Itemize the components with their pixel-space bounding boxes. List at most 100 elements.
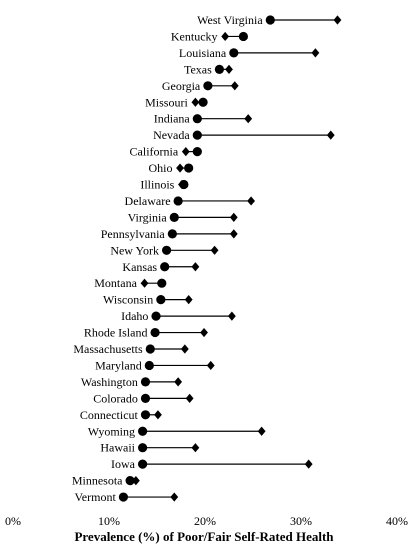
diamond-marker-nevada xyxy=(326,130,335,140)
state-label-maryland: Maryland xyxy=(95,358,142,372)
diamond-marker-kentucky xyxy=(221,31,230,42)
diamond-marker-montana xyxy=(140,278,149,288)
state-label-delaware: Delaware xyxy=(125,194,171,208)
x-tick-label-20: 20% xyxy=(194,514,216,528)
diamond-marker-wisconsin xyxy=(184,295,193,305)
circle-marker-connecticut xyxy=(140,410,151,420)
state-label-ohio: Ohio xyxy=(148,161,172,175)
diamond-marker-indiana xyxy=(244,114,253,124)
state-label-rhode-island: Rhode Island xyxy=(84,326,148,340)
circle-marker-virginia xyxy=(169,212,179,222)
circle-marker-minnesota xyxy=(125,476,135,486)
diamond-marker-washington xyxy=(174,377,183,387)
circle-marker-missouri xyxy=(198,97,208,107)
x-axis-title: Prevalence (%) of Poor/Fair Self-Rated H… xyxy=(74,529,334,544)
state-label-indiana: Indiana xyxy=(154,112,191,126)
circle-marker-colorado xyxy=(140,393,151,403)
state-label-hawaii: Hawaii xyxy=(100,441,135,455)
circle-marker-pennsylvania xyxy=(167,229,177,239)
diamond-marker-west-virginia xyxy=(333,15,342,25)
circle-marker-wisconsin xyxy=(156,295,166,305)
circle-marker-west-virginia xyxy=(265,15,275,25)
state-label-colorado: Colorado xyxy=(93,391,138,405)
circle-marker-ohio xyxy=(184,163,194,173)
circle-marker-vermont xyxy=(118,492,128,502)
circle-marker-wyoming xyxy=(138,426,148,436)
state-label-nevada: Nevada xyxy=(153,128,190,142)
state-label-connecticut: Connecticut xyxy=(80,408,139,422)
circle-marker-new-york xyxy=(162,245,172,255)
state-label-vermont: Vermont xyxy=(74,490,116,504)
circle-marker-georgia xyxy=(203,81,213,91)
circle-marker-texas xyxy=(214,64,224,74)
circle-marker-washington xyxy=(140,377,151,387)
state-label-pennsylvania: Pennsylvania xyxy=(101,227,166,241)
diamond-marker-vermont xyxy=(170,492,179,502)
diamond-marker-missouri xyxy=(191,97,200,107)
circle-marker-rhode-island xyxy=(150,327,160,338)
diamond-markers xyxy=(131,15,342,502)
diamond-marker-pennsylvania xyxy=(229,229,238,239)
state-label-iowa: Iowa xyxy=(111,457,136,471)
diamond-marker-new-york xyxy=(210,245,219,255)
state-label-california: California xyxy=(130,145,179,159)
diamond-marker-idaho xyxy=(227,311,236,321)
state-label-wyoming: Wyoming xyxy=(88,424,135,438)
circle-marker-indiana xyxy=(192,114,202,124)
diamond-marker-minnesota xyxy=(131,476,140,486)
circle-marker-idaho xyxy=(151,311,161,321)
state-label-virginia: Virginia xyxy=(128,210,168,224)
state-label-minnesota: Minnesota xyxy=(72,474,123,488)
circle-marker-maryland xyxy=(144,360,154,371)
state-label-wisconsin: Wisconsin xyxy=(103,293,153,307)
state-label-idaho: Idaho xyxy=(121,309,148,323)
x-tick-label-10: 10% xyxy=(98,514,120,528)
circle-marker-louisiana xyxy=(229,48,239,58)
state-label-louisiana: Louisiana xyxy=(179,46,227,60)
diamond-marker-connecticut xyxy=(154,410,162,420)
diamond-marker-iowa xyxy=(304,459,313,469)
diamond-marker-kansas xyxy=(191,262,200,272)
circle-marker-hawaii xyxy=(138,443,148,453)
diamond-marker-hawaii xyxy=(191,443,200,453)
state-label-west-virginia: West Virginia xyxy=(197,13,263,27)
diamond-marker-rhode-island xyxy=(200,327,208,338)
diamond-marker-wyoming xyxy=(257,426,266,436)
diamond-marker-massachusetts xyxy=(180,344,189,354)
x-tick-labels: 0% 10% 20% 30% 40% xyxy=(5,514,408,528)
diamond-marker-maryland xyxy=(206,360,215,371)
state-label-missouri: Missouri xyxy=(145,95,188,109)
x-tick-label-0: 0% xyxy=(5,514,21,528)
state-labels: West Virginia Kentucky Louisiana Texas Georg… xyxy=(72,13,264,504)
x-tick-label-30: 30% xyxy=(290,514,312,528)
diamond-marker-texas xyxy=(225,64,233,74)
diamond-marker-delaware xyxy=(247,196,255,206)
diamond-marker-colorado xyxy=(185,393,194,403)
circle-marker-kansas xyxy=(160,262,170,272)
circle-marker-delaware xyxy=(173,196,183,206)
range-lines xyxy=(123,19,338,498)
circle-marker-california xyxy=(192,147,202,157)
state-label-kansas: Kansas xyxy=(122,260,157,274)
state-label-new-york: New York xyxy=(110,243,159,257)
x-tick-label-40: 40% xyxy=(386,514,408,528)
circle-marker-iowa xyxy=(138,459,148,469)
diamond-marker-louisiana xyxy=(311,48,320,58)
state-label-kentucky: Kentucky xyxy=(171,29,218,43)
diamond-marker-ohio xyxy=(176,163,184,173)
circle-marker-kentucky xyxy=(238,31,248,42)
diamond-marker-california xyxy=(181,147,190,157)
state-label-massachusetts: Massachusetts xyxy=(73,342,143,356)
circle-marker-massachusetts xyxy=(145,344,155,354)
diamond-marker-georgia xyxy=(230,81,239,91)
state-label-washington: Washington xyxy=(81,375,138,389)
state-label-montana: Montana xyxy=(94,276,137,290)
state-label-texas: Texas xyxy=(184,62,212,76)
state-label-georgia: Georgia xyxy=(162,79,201,93)
circle-marker-montana xyxy=(157,278,167,288)
diamond-marker-illinois xyxy=(178,179,186,190)
circle-marker-nevada xyxy=(192,130,202,140)
state-label-illinois: Illinois xyxy=(140,178,174,192)
